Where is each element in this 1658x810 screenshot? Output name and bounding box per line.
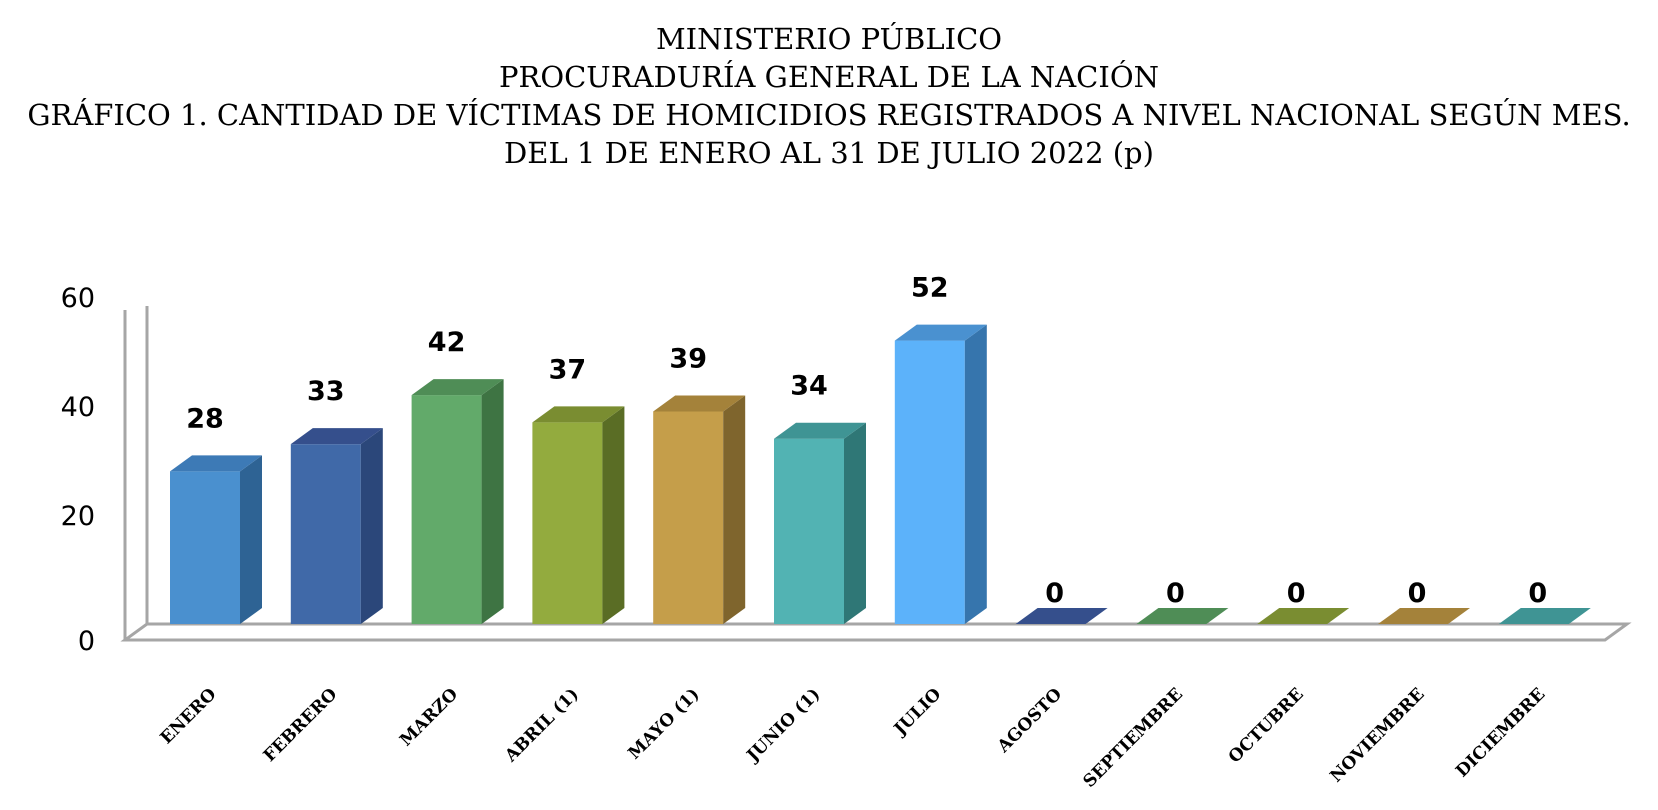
chart-floor <box>120 622 1632 642</box>
bar-top <box>1257 608 1350 624</box>
data-label: 52 <box>911 273 949 304</box>
bar-side <box>964 324 987 624</box>
bar-front <box>774 438 844 624</box>
y-tick-label: 20 <box>61 501 95 532</box>
bar-top <box>1378 608 1470 624</box>
data-label: 37 <box>549 354 587 385</box>
category-label: MAYO (1) <box>625 684 704 763</box>
chart-title-line-2: PROCURADURÍA GENERAL DE LA NACIÓN <box>499 60 1159 94</box>
bar-front <box>290 444 361 624</box>
data-label: 39 <box>669 343 707 374</box>
category-label: ENERO <box>157 684 221 748</box>
data-label: 28 <box>186 403 224 434</box>
category-label: MARZO <box>396 684 462 750</box>
bar-front <box>653 411 724 624</box>
data-label: 0 <box>1408 578 1427 609</box>
bar-top <box>290 428 383 445</box>
bar-top <box>411 379 504 396</box>
bar-top <box>653 395 746 412</box>
category-label: FEBRERO <box>260 684 342 766</box>
data-label: 0 <box>1166 578 1185 609</box>
bar-side <box>602 406 625 624</box>
bar-front <box>170 471 240 624</box>
category-label: DICIEMBRE <box>1452 684 1549 781</box>
chart-title-line-4: DEL 1 DE ENERO AL 31 DE JULIO 2022 (p) <box>504 136 1154 170</box>
bar-top <box>1498 608 1591 624</box>
y-tick-label: 40 <box>61 392 95 423</box>
data-label: 0 <box>1528 578 1547 609</box>
category-label: JULIO <box>889 684 945 740</box>
bar-side <box>481 379 504 624</box>
bar-side <box>360 428 383 624</box>
bar-top <box>1015 608 1108 624</box>
bar-side <box>240 455 262 624</box>
data-label: 34 <box>790 371 828 402</box>
data-label: 0 <box>1045 578 1064 609</box>
bar-top <box>894 324 987 341</box>
category-label: NOVIEMBRE <box>1326 684 1428 786</box>
category-label: ABRIL (1) <box>501 684 583 766</box>
category-label: JUNIO (1) <box>742 684 825 767</box>
bar-side <box>723 395 746 624</box>
y-tick-label: 60 <box>61 283 95 314</box>
category-label: SEPTIEMBRE <box>1080 684 1187 791</box>
category-label: AGOSTO <box>993 684 1066 757</box>
chart-title-line-1: MINISTERIO PÚBLICO <box>655 22 1003 56</box>
bar-top <box>1136 608 1229 624</box>
chart-title-block: MINISTERIO PÚBLICO PROCURADURÍA GENERAL … <box>0 20 1658 172</box>
data-label: 42 <box>428 327 466 358</box>
bar-front <box>894 340 965 624</box>
bar-front <box>532 422 603 624</box>
y-tick-label: 0 <box>78 626 95 657</box>
bar-side <box>844 422 866 624</box>
data-label: 33 <box>307 376 345 407</box>
bar-top <box>532 406 625 423</box>
data-label: 0 <box>1287 578 1306 609</box>
bar-top <box>774 422 866 439</box>
bar-front <box>411 395 482 624</box>
chart-title-line-3: GRÁFICO 1. CANTIDAD DE VÍCTIMAS DE HOMIC… <box>27 98 1631 132</box>
bar-top <box>170 455 262 472</box>
category-label: OCTUBRE <box>1225 684 1308 767</box>
